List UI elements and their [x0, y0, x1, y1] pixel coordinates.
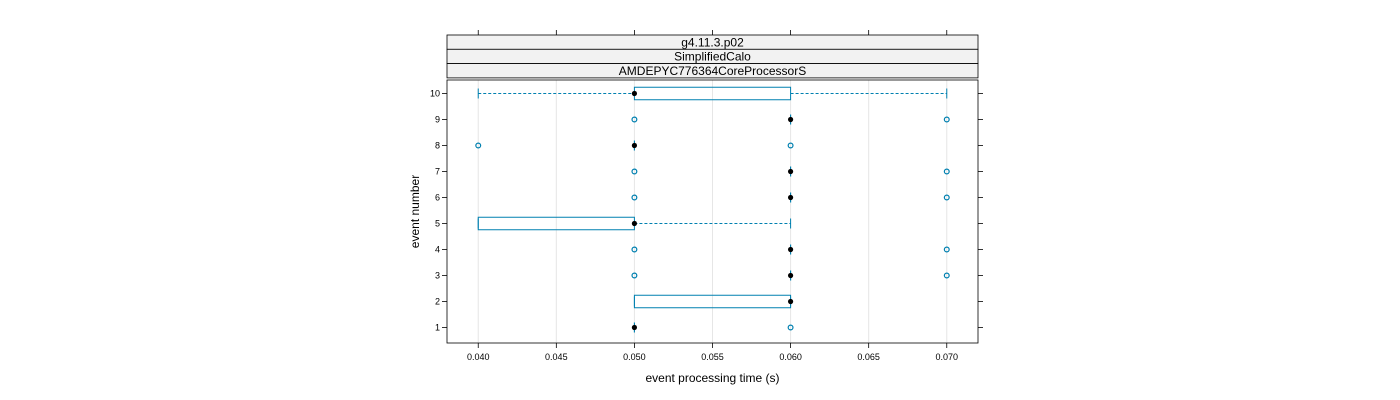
- x-tick-label: 0.045: [545, 352, 568, 362]
- median-dot: [631, 142, 638, 149]
- median-dot: [787, 116, 794, 123]
- y-tick-label: 7: [435, 167, 440, 177]
- median-dot: [787, 298, 794, 305]
- x-tick-label: 0.040: [467, 352, 490, 362]
- strip-label: AMDEPYC776364CoreProcessorS: [619, 64, 806, 78]
- strip-label: g4.11.3.p02: [681, 35, 744, 49]
- outlier-point: [943, 272, 950, 279]
- y-tick-label: 2: [435, 297, 440, 307]
- median-dot: [631, 90, 638, 97]
- outlier-point: [787, 324, 794, 331]
- median-dot: [787, 194, 794, 201]
- median-dot: [787, 168, 794, 175]
- y-axis-title: event number: [408, 175, 422, 248]
- median-dot: [631, 220, 638, 227]
- median-dot: [631, 324, 638, 331]
- y-tick-label: 8: [435, 141, 440, 151]
- x-tick-label: 0.065: [857, 352, 880, 362]
- x-tick-label: 0.060: [779, 352, 802, 362]
- outlier-point: [631, 116, 638, 123]
- outlier-point: [943, 194, 950, 201]
- outlier-point: [943, 168, 950, 175]
- grid-lines: [477, 80, 948, 343]
- y-tick-label: 1: [435, 323, 440, 333]
- outlier-point: [631, 168, 638, 175]
- x-tick-label: 0.050: [623, 352, 646, 362]
- axes: 0.040 0.045 0.050 0.055 0.060 0.065 0.070 1 2 3 4 5…: [430, 30, 983, 362]
- x-axis-title: event processing time (s): [645, 371, 779, 385]
- y-tick-label: 10: [430, 89, 440, 99]
- y-tick-label: 3: [435, 271, 440, 281]
- x-tick-label: 0.070: [935, 352, 958, 362]
- y-tick-label: 6: [435, 193, 440, 203]
- outlier-point: [631, 246, 638, 253]
- y-tick-label: 4: [435, 245, 440, 255]
- strip-headers: g4.11.3.p02SimplifiedCaloAMDEPYC776364Co…: [446, 34, 979, 79]
- outlier-point: [787, 142, 794, 149]
- y-tick-label: 9: [435, 115, 440, 125]
- outlier-point: [631, 272, 638, 279]
- outlier-point: [631, 194, 638, 201]
- outlier-point: [943, 246, 950, 253]
- x-tick-label: 0.055: [701, 352, 724, 362]
- y-tick-label: 5: [435, 219, 440, 229]
- strip-label: SimplifiedCalo: [674, 50, 751, 64]
- median-dot: [787, 272, 794, 279]
- box-series: [475, 86, 950, 333]
- median-dot: [787, 246, 794, 253]
- outlier-point: [943, 116, 950, 123]
- outlier-point: [475, 142, 482, 149]
- strip-box: [446, 63, 979, 79]
